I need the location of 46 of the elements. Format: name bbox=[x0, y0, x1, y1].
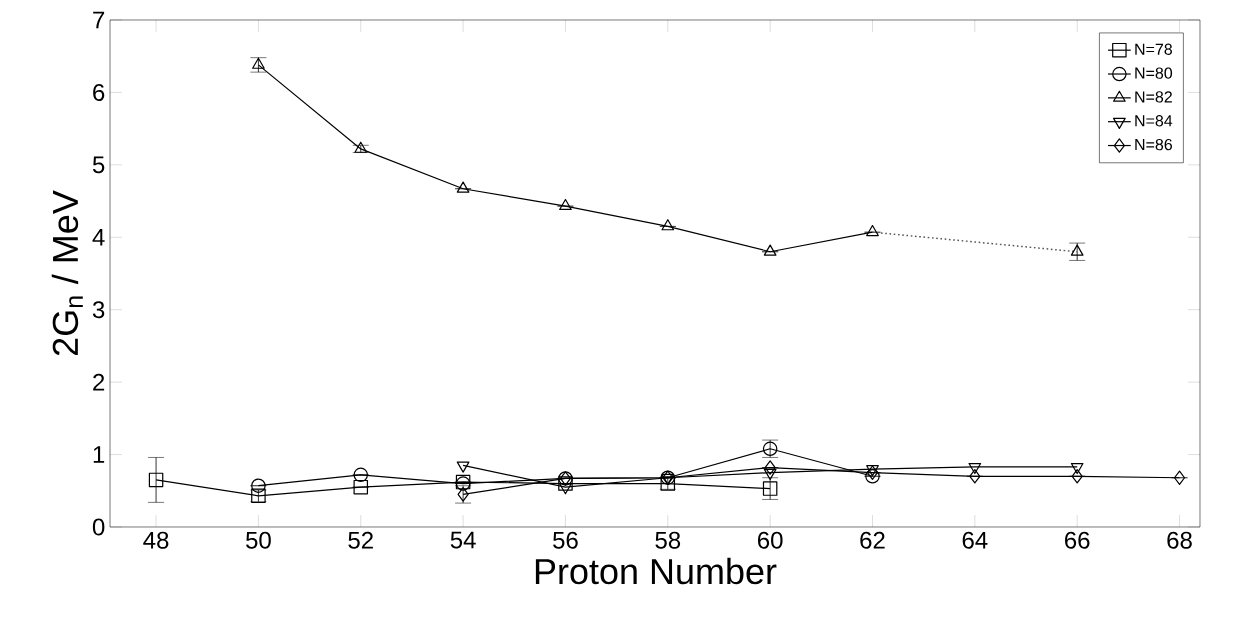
x-tick-label: 66 bbox=[1065, 531, 1090, 549]
point bbox=[1173, 470, 1186, 485]
y-tick-label: 1 bbox=[93, 446, 105, 463]
y-tick-label: 6 bbox=[93, 83, 105, 101]
legend-label: N=82 bbox=[1135, 91, 1172, 103]
point bbox=[456, 181, 470, 193]
legend-label: N=86 bbox=[1135, 138, 1173, 151]
x-tick-label: 56 bbox=[553, 531, 578, 549]
y-tick-label: 5 bbox=[92, 156, 105, 174]
legend-label: N=84 bbox=[1135, 115, 1173, 127]
y-axis-title: 2G$_{n}$ / MeV bbox=[51, 190, 83, 356]
legend-label: N=80 bbox=[1135, 67, 1173, 79]
x-tick-label: 58 bbox=[655, 531, 681, 549]
y-tick-label: 7 bbox=[93, 11, 105, 29]
x-tick-label: 68 bbox=[1167, 531, 1192, 549]
point bbox=[661, 219, 675, 231]
x-tick-label: 62 bbox=[860, 531, 885, 549]
x-axis-title: Proton Number bbox=[535, 557, 777, 585]
point bbox=[354, 141, 368, 153]
y-tick-label: 4 bbox=[92, 229, 105, 246]
x-tick-label: 54 bbox=[450, 531, 476, 549]
point bbox=[866, 224, 879, 237]
point bbox=[763, 244, 777, 256]
point bbox=[251, 478, 266, 493]
point bbox=[456, 461, 470, 473]
point bbox=[762, 481, 778, 496]
y-tick-label: 2 bbox=[93, 373, 105, 391]
point bbox=[865, 469, 880, 484]
x-tick-label: 48 bbox=[143, 531, 169, 549]
point bbox=[969, 469, 981, 484]
x-tick-label: 50 bbox=[246, 531, 271, 549]
x-tick-label: 64 bbox=[962, 531, 988, 549]
point bbox=[1070, 462, 1084, 475]
legend-label: N=78 bbox=[1135, 43, 1173, 55]
point bbox=[968, 462, 982, 475]
point bbox=[353, 467, 369, 483]
y-tick-label: 0 bbox=[92, 518, 105, 536]
x-tick-label: 52 bbox=[348, 531, 373, 549]
point bbox=[558, 476, 573, 491]
x-tick-label: 60 bbox=[758, 531, 783, 549]
point bbox=[764, 460, 776, 475]
point bbox=[559, 198, 572, 211]
point bbox=[148, 472, 164, 488]
point bbox=[559, 483, 572, 495]
point bbox=[353, 479, 369, 495]
y-tick-label: 3 bbox=[92, 301, 105, 319]
